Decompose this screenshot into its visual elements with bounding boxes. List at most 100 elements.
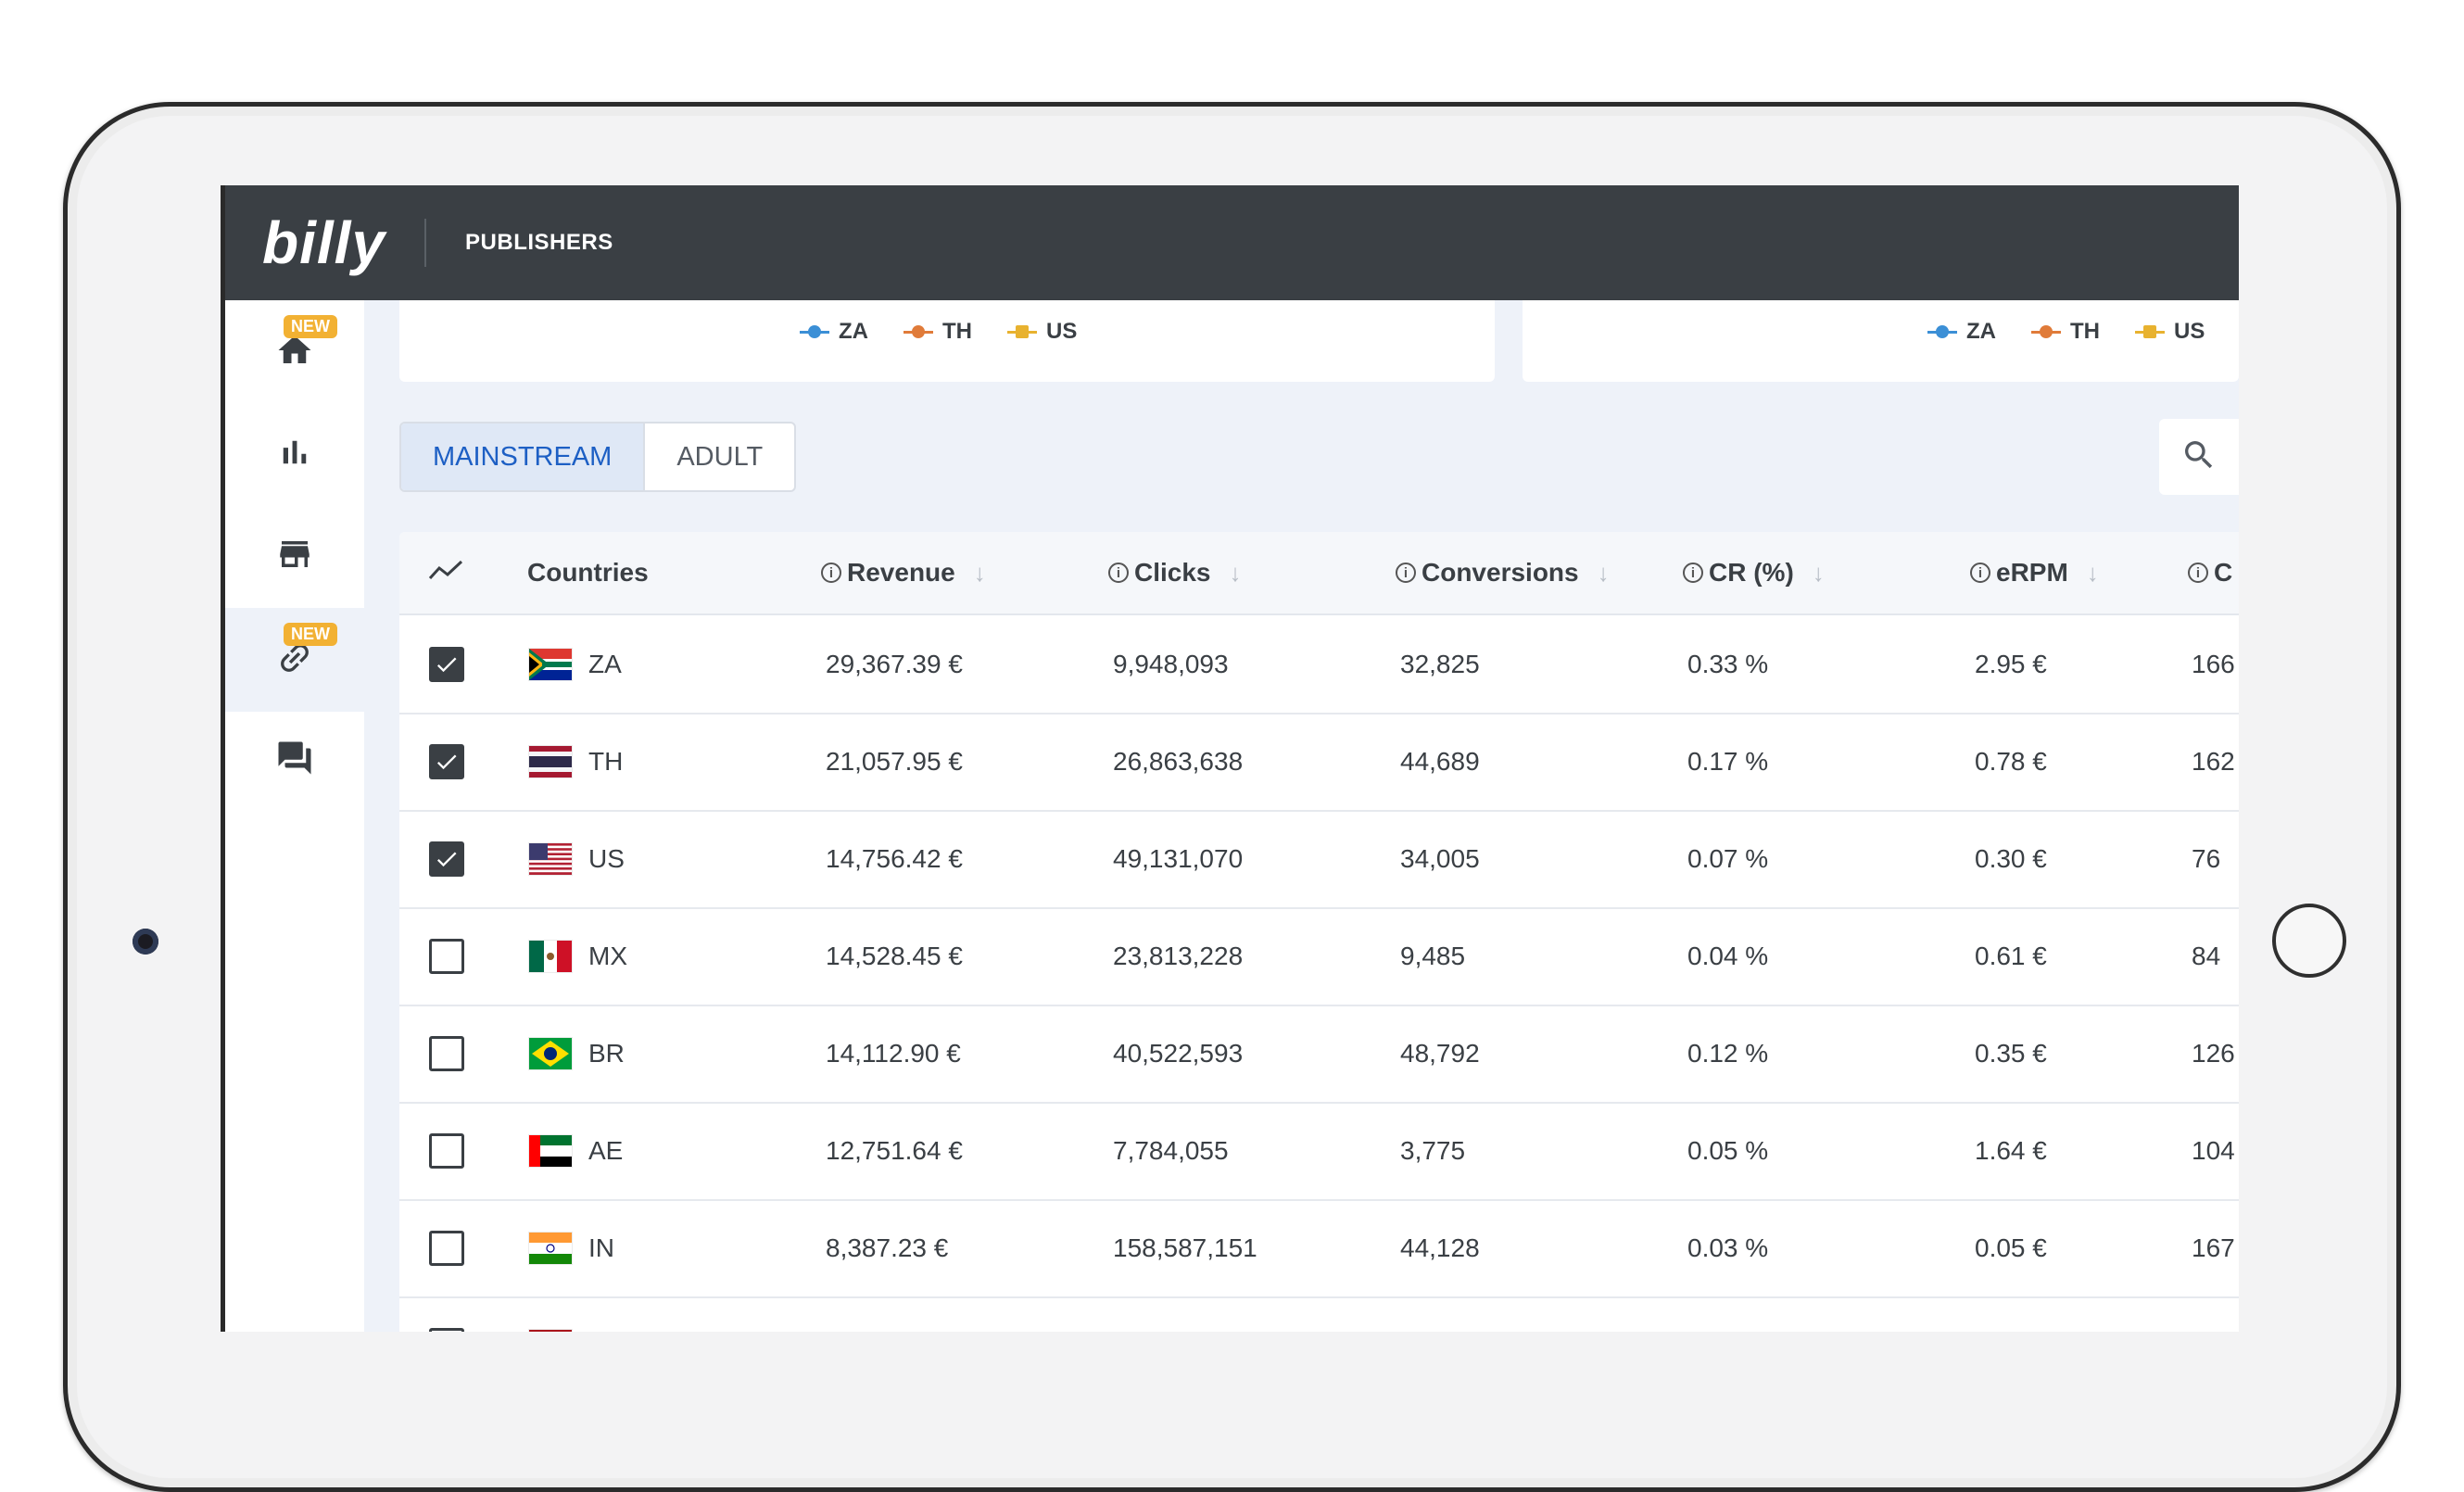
table-row[interactable]: TH 21,057.95 € 26,863,638 44,689 0.17 % 0.78 … (399, 713, 2239, 812)
revenue-cell: 14,112.90 € (826, 1038, 961, 1068)
new-badge: NEW (284, 623, 337, 646)
search-icon (2180, 436, 2218, 478)
billy-logo[interactable]: billy (262, 209, 386, 276)
erpm-cell: 0.61 € (1975, 941, 2047, 970)
sidebar-item-home[interactable]: NEW (225, 300, 364, 404)
chart-toggle-button[interactable] (427, 532, 464, 613)
home-icon (275, 331, 314, 374)
next-column-cell: 166 (2192, 649, 2235, 678)
header-label: CR (%) (1709, 558, 1794, 587)
clicks-cell: 40,522,593 (1113, 1038, 1244, 1068)
sort-arrow-icon[interactable]: ↓ (973, 558, 986, 587)
sort-arrow-icon[interactable]: ↓ (1812, 558, 1825, 587)
country-flag-icon (529, 1232, 588, 1264)
row-checkbox[interactable] (429, 743, 464, 779)
table-row[interactable]: ES 7,303.40 € 5,243,800 3,008 0.06 % 1.39 € 82 (399, 1296, 2239, 1332)
info-icon[interactable]: i (1970, 563, 1990, 583)
tab-mainstream[interactable]: MAINSTREAM (401, 424, 646, 490)
header-countries[interactable]: Countries (527, 532, 649, 613)
next-column-cell: 162 (2192, 746, 2235, 776)
sort-arrow-icon[interactable]: ↓ (1597, 558, 1610, 587)
country-cell: AE (529, 1102, 623, 1199)
tab-adult[interactable]: ADULT (676, 441, 764, 472)
header-revenue[interactable]: i Revenue ↓ (821, 532, 986, 613)
table-row[interactable]: MX 14,528.45 € 23,813,228 9,485 0.04 % 0.61 €… (399, 907, 2239, 1006)
row-checkbox[interactable] (429, 1230, 464, 1266)
sidebar-item-store[interactable] (225, 504, 364, 608)
check-icon (436, 754, 457, 769)
table-row[interactable]: AE 12,751.64 € 7,784,055 3,775 0.05 % 1.64 € 1… (399, 1102, 2239, 1201)
info-icon[interactable]: i (2188, 563, 2208, 583)
row-select-cell (429, 907, 464, 1005)
revenue-cell: 14,528.45 € (826, 941, 963, 970)
table-row[interactable]: ZA 29,367.39 € 9,948,093 32,825 0.33 % 2.95 €… (399, 615, 2239, 714)
erpm-cell: 2.95 € (1975, 649, 2047, 678)
legend-item-za[interactable]: ZA (1927, 319, 1996, 345)
table-row[interactable]: IN 8,387.23 € 158,587,151 44,128 0.03 % 0.05 … (399, 1199, 2239, 1298)
header-label: Conversions (1422, 558, 1579, 587)
info-icon[interactable]: i (1396, 563, 1416, 583)
country-code: IN (588, 1233, 614, 1262)
info-icon[interactable]: i (821, 563, 841, 583)
next-column-cell: 82 (2192, 1296, 2220, 1333)
header-erpm[interactable]: i eRPM ↓ (1970, 532, 2099, 613)
revenue-cell: 8,387.23 € (826, 1233, 949, 1262)
chart-card-right: ZA TH US (1523, 300, 2239, 382)
legend-item-us[interactable]: US (2135, 319, 2205, 345)
conversions-cell: 3,008 (1400, 1296, 1465, 1333)
header-next-column[interactable]: i C (2188, 532, 2232, 613)
country-code: MX (588, 941, 627, 970)
top-bar: billy PUBLISHERS (225, 185, 2239, 300)
row-checkbox[interactable] (429, 1132, 464, 1169)
header-label: Countries (527, 558, 649, 587)
conversions-cell: 34,005 (1400, 843, 1480, 873)
row-select-cell (429, 1296, 464, 1332)
conversions-cell: 44,128 (1400, 1233, 1480, 1262)
legend-marker (2031, 325, 2061, 338)
clicks-cell: 26,863,638 (1113, 746, 1244, 776)
row-checkbox[interactable] (429, 841, 464, 877)
row-checkbox[interactable] (429, 1327, 464, 1332)
row-checkbox[interactable] (429, 1035, 464, 1071)
revenue-cell: 7,303.40 € (826, 1296, 948, 1333)
check-icon (436, 852, 457, 866)
country-flag-icon (529, 1037, 588, 1069)
cr-cell: 0.33 % (1687, 649, 1769, 678)
header-clicks[interactable]: i Clicks ↓ (1108, 532, 1242, 613)
sidebar-item-statistics[interactable] (225, 402, 364, 506)
chart-legend: ZA TH US (1927, 319, 2205, 345)
info-icon[interactable]: i (1108, 563, 1129, 583)
new-badge: NEW (284, 315, 337, 338)
sidebar-item-messages[interactable] (225, 708, 364, 812)
tablet-home-button (2272, 904, 2346, 978)
legend-item-za[interactable]: ZA (800, 319, 868, 345)
erpm-cell: 0.05 € (1975, 1233, 2047, 1262)
cr-cell: 0.17 % (1687, 746, 1769, 776)
bar-chart-icon (275, 433, 314, 476)
table-row[interactable]: US 14,756.42 € 49,131,070 34,005 0.07 % 0.30 … (399, 810, 2239, 909)
country-flag-icon (529, 940, 588, 972)
legend-label: US (2174, 319, 2205, 344)
sort-arrow-icon[interactable]: ↓ (2086, 558, 2099, 587)
legend-item-th[interactable]: TH (2031, 319, 2100, 345)
row-checkbox[interactable] (429, 938, 464, 974)
next-column-cell: 167 (2192, 1233, 2235, 1262)
section-title[interactable]: PUBLISHERS (465, 230, 613, 255)
sort-arrow-icon[interactable]: ↓ (1229, 558, 1242, 587)
header-cr[interactable]: i CR (%) ↓ (1683, 532, 1825, 613)
header-conversions[interactable]: i Conversions ↓ (1396, 532, 1610, 613)
legend-label: TH (2070, 319, 2100, 344)
country-cell: MX (529, 907, 627, 1005)
search-button[interactable] (2159, 419, 2239, 495)
row-checkbox[interactable] (429, 646, 464, 682)
row-select-cell (429, 615, 464, 713)
table-row[interactable]: BR 14,112.90 € 40,522,593 48,792 0.12 % 0.35 … (399, 1005, 2239, 1104)
legend-item-th[interactable]: TH (903, 319, 972, 345)
sidebar-item-links[interactable]: NEW (225, 608, 364, 712)
legend-item-us[interactable]: US (1007, 319, 1077, 345)
link-icon (275, 639, 314, 682)
store-icon (275, 535, 314, 578)
info-icon[interactable]: i (1683, 563, 1703, 583)
revenue-cell: 21,057.95 € (826, 746, 963, 776)
erpm-cell: 0.30 € (1975, 843, 2047, 873)
